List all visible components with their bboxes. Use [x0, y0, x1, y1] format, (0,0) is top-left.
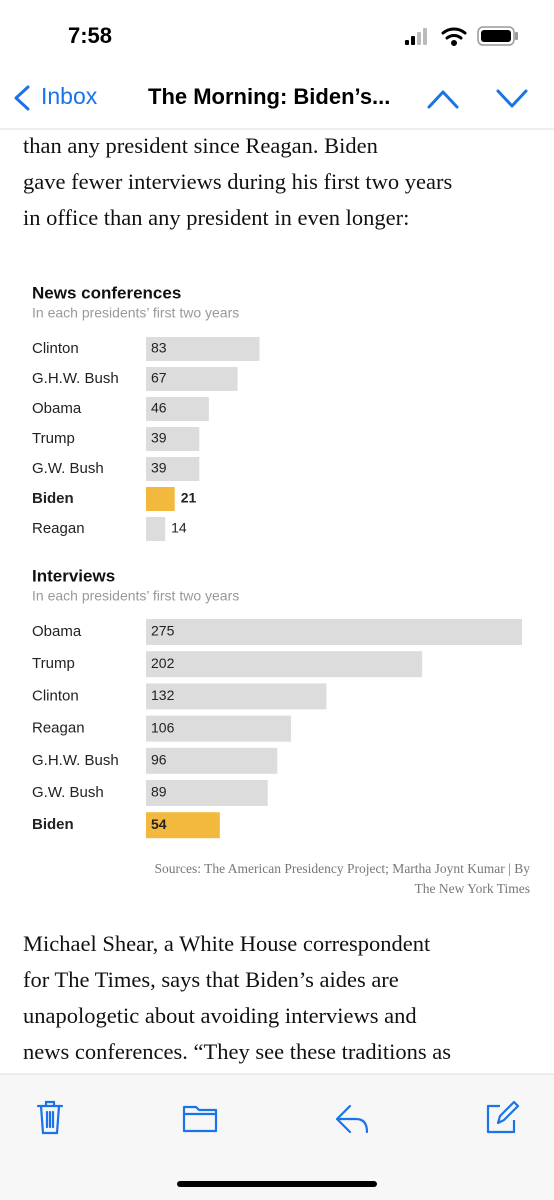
category-label: G.H.W. Bush — [32, 752, 119, 769]
body-text-line: news conferences. “They see these tradit… — [23, 1039, 451, 1064]
reply-button[interactable] — [335, 1104, 369, 1134]
compose-button[interactable] — [486, 1100, 520, 1134]
trash-button[interactable] — [36, 1100, 64, 1135]
bar — [146, 683, 327, 710]
source-note: The New York Times — [414, 881, 530, 896]
category-label: Reagan — [32, 720, 85, 737]
chart-title: Interviews — [32, 566, 115, 585]
chart-subtitle: In each presidents’ first two years — [32, 305, 239, 321]
bar — [146, 337, 260, 361]
value-label: 39 — [151, 460, 167, 476]
category-label: Biden — [32, 490, 74, 507]
bar — [146, 780, 268, 806]
body-text-line: than any president since Reagan. Biden — [23, 133, 378, 158]
bar — [146, 397, 209, 421]
category-label: Reagan — [32, 520, 85, 537]
wifi-icon — [441, 27, 467, 46]
status-time: 7:58 — [68, 23, 112, 48]
bar — [146, 812, 220, 839]
category-label: Obama — [32, 400, 82, 417]
source-note: Sources: The American Presidency Project… — [155, 861, 531, 876]
nav-title: The Morning: Biden’s... — [148, 84, 390, 109]
value-label: 21 — [181, 490, 197, 506]
folder-button[interactable] — [182, 1105, 218, 1133]
value-label: 46 — [151, 400, 167, 416]
bar — [146, 715, 291, 742]
bar — [146, 457, 200, 481]
category-label: Trump — [32, 430, 75, 447]
body-text-line: in office than any president in even lon… — [23, 205, 409, 230]
chart-title: News conferences — [32, 283, 181, 302]
category-label: G.W. Bush — [32, 460, 104, 477]
bar — [146, 651, 423, 678]
value-label: 67 — [151, 370, 167, 386]
bar — [146, 517, 166, 541]
bar — [146, 619, 522, 645]
body-text-line: for The Times, says that Biden’s aides a… — [23, 967, 399, 992]
next-button[interactable] — [496, 89, 528, 108]
category-label: Biden — [32, 816, 74, 833]
value-label: 106 — [151, 719, 175, 735]
category-label: G.H.W. Bush — [32, 370, 119, 387]
body-text-line: unapologetic about avoiding interviews a… — [23, 1003, 417, 1028]
bar — [146, 367, 238, 391]
category-label: Clinton — [32, 687, 79, 704]
category-label: Clinton — [32, 340, 79, 357]
body-text-line: Michael Shear, a White House corresponde… — [23, 931, 431, 956]
category-label: G.W. Bush — [32, 784, 104, 801]
home-indicator — [177, 1181, 377, 1187]
signal-icon — [405, 28, 427, 45]
content: than any president since Reagan. Biden ga… — [23, 133, 530, 1064]
value-label: 275 — [151, 623, 175, 639]
bar — [146, 487, 175, 511]
value-label: 132 — [151, 687, 175, 703]
value-label: 39 — [151, 430, 167, 446]
previous-button[interactable] — [427, 90, 459, 109]
value-label: 83 — [151, 340, 167, 356]
back-button[interactable]: Inbox — [41, 83, 98, 109]
value-label: 96 — [151, 752, 167, 768]
value-label: 202 — [151, 655, 175, 671]
value-label: 14 — [171, 520, 187, 536]
value-label: 89 — [151, 784, 167, 800]
body-text-line: gave fewer interviews during his first t… — [23, 169, 452, 194]
chart-subtitle: In each presidents’ first two years — [32, 588, 239, 604]
value-label: 54 — [151, 816, 167, 832]
bar — [146, 747, 278, 774]
bar — [146, 427, 200, 451]
battery-icon — [477, 26, 518, 46]
toolbar — [0, 1074, 554, 1200]
category-label: Trump — [32, 655, 75, 672]
category-label: Obama — [32, 623, 82, 640]
back-chevron[interactable] — [14, 85, 30, 111]
